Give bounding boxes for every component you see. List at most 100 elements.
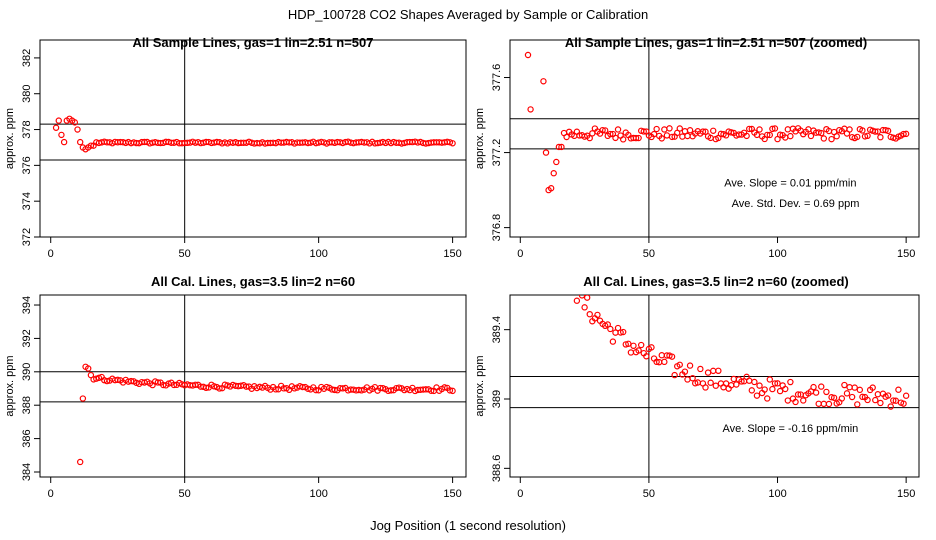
data-point — [686, 127, 694, 134]
y-tick-label: 390 — [21, 363, 33, 381]
data-point — [746, 377, 753, 384]
figure-title: HDP_100728 CO2 Shapes Averaged by Sample… — [288, 7, 648, 22]
data-point — [684, 376, 691, 383]
data-point — [895, 386, 902, 393]
data-point — [202, 384, 210, 392]
data-point — [599, 126, 606, 134]
data-point — [427, 387, 435, 394]
data-point — [663, 132, 671, 139]
y-tick-label: 382 — [21, 49, 33, 67]
plot-frame-p1 — [39, 39, 467, 238]
x-axis-label: Jog Position (1 second resolution) — [370, 518, 566, 533]
data-point — [733, 381, 740, 388]
data-point — [671, 371, 678, 379]
data-point — [679, 133, 686, 140]
data-point — [756, 126, 763, 133]
data-point — [902, 130, 910, 138]
panels: All Sample Lines, gas=1 lin=2.51 n=507 0 5… — [4, 35, 920, 500]
y-tick-label: 377.2 — [491, 139, 503, 167]
panel-p3: All Cal. Lines, gas=3.5 lin=2 n=60 0 50 100… — [4, 274, 467, 500]
plot-frame-p2 — [509, 39, 920, 238]
data-point — [864, 132, 871, 139]
data-point — [581, 304, 588, 311]
data-point — [666, 125, 673, 132]
data-point — [676, 125, 683, 132]
y-tick-label: 384 — [21, 463, 33, 481]
data-point — [882, 126, 889, 134]
data-point — [542, 149, 550, 156]
data-point — [756, 382, 763, 389]
plot-frame-p4 — [509, 294, 920, 478]
data-point — [771, 125, 779, 132]
data-point — [851, 384, 858, 391]
y-tick-label: 389 — [491, 390, 503, 408]
data-point — [604, 321, 611, 328]
data-point — [830, 394, 838, 401]
data-point — [527, 106, 534, 113]
data-point — [784, 126, 792, 133]
data-point — [792, 398, 799, 406]
data-point — [58, 131, 65, 139]
data-point — [619, 328, 627, 336]
data-point — [820, 135, 828, 142]
data-point — [192, 381, 199, 388]
data-point — [728, 129, 735, 136]
data-point — [877, 399, 884, 407]
data-point — [769, 385, 776, 393]
data-point — [540, 78, 547, 85]
data-point — [776, 131, 784, 138]
data-point — [555, 143, 563, 151]
data-point — [524, 51, 532, 59]
data-point — [794, 391, 802, 398]
y-axis-label-p1: approx. ppm — [4, 108, 16, 169]
x-tick-label: 50 — [643, 488, 655, 500]
x-tick-label: 0 — [48, 488, 54, 500]
data-point — [774, 380, 781, 387]
data-point — [859, 127, 866, 134]
data-point — [710, 127, 717, 134]
y-tick-label: 378 — [21, 120, 33, 138]
data-point — [614, 126, 622, 133]
data-point — [103, 377, 111, 385]
data-point — [553, 158, 560, 166]
data-point — [441, 384, 448, 391]
data-point — [710, 367, 717, 375]
data-point — [843, 390, 851, 397]
panel-title-p2: All Sample Lines, gas=1 lin=2.51 n=507 (… — [565, 35, 867, 50]
data-point — [625, 340, 632, 347]
data-point — [771, 380, 779, 387]
data-point — [846, 383, 853, 391]
panel-title-p3: All Cal. Lines, gas=3.5 lin=2 n=60 — [151, 274, 355, 289]
data-point — [776, 387, 784, 395]
data-point — [339, 385, 346, 392]
data-point — [902, 392, 910, 399]
data-point — [900, 130, 907, 138]
data-point — [76, 138, 84, 146]
data-point — [55, 117, 62, 124]
data-point — [812, 389, 820, 396]
data-point — [841, 381, 848, 389]
data-point — [586, 134, 593, 142]
data-point — [699, 128, 707, 135]
annotation: Ave. Slope = 0.01 ppm/min — [724, 177, 856, 189]
plot-frame-p3 — [39, 294, 467, 478]
data-point — [838, 395, 846, 402]
data-point — [766, 131, 774, 139]
data-point — [887, 403, 894, 410]
data-point — [601, 127, 609, 134]
y-tick-label: 380 — [21, 85, 33, 103]
panel-p1: All Sample Lines, gas=1 lin=2.51 n=507 0 5… — [4, 35, 467, 260]
data-point — [820, 400, 828, 408]
data-point — [825, 400, 833, 408]
data-point — [738, 378, 745, 385]
data-point — [612, 134, 619, 142]
annotation: Ave. Std. Dev. = 0.69 ppm — [732, 198, 860, 210]
data-point — [619, 136, 627, 143]
data-point — [299, 383, 306, 391]
data-point — [697, 365, 704, 373]
data-point — [558, 143, 565, 151]
x-tick-label: 0 — [517, 248, 523, 260]
panel-title-p4: All Cal. Lines, gas=3.5 lin=2 n=60 (zoom… — [583, 274, 849, 289]
data-point — [681, 368, 689, 375]
data-point — [547, 185, 555, 192]
